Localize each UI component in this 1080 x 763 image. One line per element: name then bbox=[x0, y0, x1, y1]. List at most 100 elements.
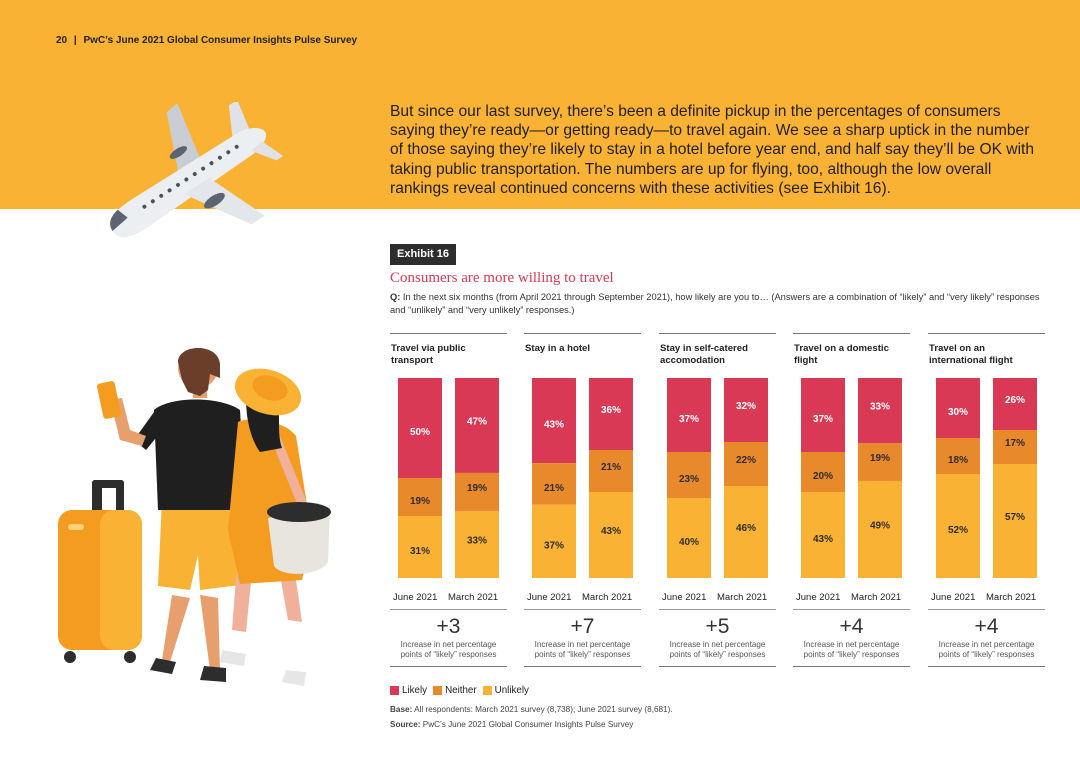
bar-segment-likely bbox=[667, 378, 711, 452]
legend-unlikely-label: Unlikely bbox=[494, 685, 529, 696]
bar-segment-neither bbox=[993, 430, 1037, 464]
net-change-description: Increase in net percentage points of “li… bbox=[400, 640, 497, 659]
data-label-unlikely: 33% bbox=[467, 536, 487, 547]
stacked-bar-chart: 37% 20% 43% 33% 19% 49% bbox=[801, 378, 902, 578]
source-note: Source: PwC’s June 2021 Global Consumer … bbox=[390, 720, 633, 729]
intro-paragraph: But since our last survey, there’s been … bbox=[390, 103, 1035, 197]
data-label-likely: 33% bbox=[870, 402, 890, 413]
data-label-unlikely: 49% bbox=[870, 520, 890, 531]
chart-panel: Travel on a domestic flight 37% 20% 43% 33% 1… bbox=[793, 333, 910, 668]
panel-title: Stay in a hotel bbox=[525, 343, 591, 354]
bar-segment-neither bbox=[936, 438, 980, 474]
data-label-unlikely: 52% bbox=[948, 525, 968, 536]
bar-segment-unlikely bbox=[455, 511, 499, 578]
bar-segment-unlikely bbox=[936, 474, 980, 578]
bar-segment-likely bbox=[455, 378, 499, 473]
data-label-neither: 17% bbox=[1005, 438, 1025, 449]
travelers-illustration bbox=[58, 348, 331, 686]
bar-segment-unlikely bbox=[801, 492, 845, 578]
bar-segment-likely bbox=[398, 378, 442, 478]
data-label-neither: 23% bbox=[679, 474, 699, 485]
exhibit-title: Consumers are more willing to travel bbox=[390, 270, 614, 286]
chart-panel: Travel on an international flight 30% 18% 5… bbox=[928, 333, 1045, 668]
legend-unlikely: Unlikely bbox=[482, 685, 529, 696]
chart-legend: Likely Neither Unlikely bbox=[390, 685, 529, 696]
panel-title: Travel on a domestic flight bbox=[794, 343, 889, 366]
legend-neither-swatch bbox=[433, 686, 443, 695]
panel-bottom-rule bbox=[524, 666, 641, 667]
panel-title: Travel on an international flight bbox=[929, 343, 1013, 366]
data-label-unlikely: 57% bbox=[1005, 512, 1025, 523]
data-label-neither: 19% bbox=[467, 483, 487, 494]
bar-segment-neither bbox=[801, 452, 845, 492]
legend-likely: Likely bbox=[390, 685, 427, 696]
legend-likely-label: Likely bbox=[402, 685, 428, 696]
legend-neither-label: Neither bbox=[445, 685, 477, 696]
page-number: 20 bbox=[56, 35, 68, 46]
legend-likely-swatch bbox=[390, 686, 399, 695]
panel-top-rule bbox=[793, 333, 910, 334]
bar-segment-unlikely bbox=[858, 480, 902, 578]
x-tick-label: March 2021 bbox=[448, 592, 499, 603]
data-label-neither: 19% bbox=[410, 496, 430, 507]
panel-top-rule bbox=[390, 333, 507, 334]
bar-segment-unlikely bbox=[398, 516, 442, 578]
data-label-neither: 19% bbox=[870, 453, 890, 464]
exhibit-tag: Exhibit 16 bbox=[390, 244, 456, 265]
panel-bottom-rule bbox=[659, 666, 776, 667]
data-label-likely: 37% bbox=[813, 414, 833, 425]
net-change-description: Increase in net percentage points of “li… bbox=[534, 640, 631, 659]
panel-bottom-rule bbox=[928, 666, 1045, 667]
panel-title: Travel via public transport bbox=[391, 343, 466, 366]
header-separator: | bbox=[73, 35, 77, 46]
x-tick-label: March 2021 bbox=[582, 592, 633, 603]
net-change-value: +4 bbox=[974, 615, 999, 638]
bar-segment-likely bbox=[801, 378, 845, 452]
net-change-value: +7 bbox=[570, 615, 595, 638]
data-label-unlikely: 37% bbox=[544, 540, 564, 551]
panel-mid-rule bbox=[659, 609, 776, 610]
x-tick-label: March 2021 bbox=[717, 592, 768, 603]
data-label-neither: 21% bbox=[544, 483, 564, 494]
net-change-value: +5 bbox=[705, 615, 730, 638]
source-text: PwC’s June 2021 Global Consumer Insights… bbox=[420, 720, 634, 729]
airplane-illustration bbox=[110, 102, 284, 238]
bar-segment-likely bbox=[858, 378, 902, 444]
chart-panel: Stay in self-catered accomodation 37% 23% 4… bbox=[659, 333, 776, 668]
base-note: Base: All respondents: March 2021 survey… bbox=[390, 705, 673, 714]
data-label-likely: 26% bbox=[1005, 395, 1025, 406]
bar-segment-likely bbox=[936, 378, 980, 438]
stacked-bar-chart: 43% 21% 37% 36% 21% 43% bbox=[532, 378, 633, 578]
data-label-likely: 43% bbox=[544, 420, 564, 431]
x-tick-label: June 2021 bbox=[393, 592, 438, 603]
stacked-bar-chart: 30% 18% 52% 26% 17% 57% bbox=[936, 378, 1037, 578]
bar-segment-unlikely bbox=[589, 492, 633, 578]
bar-segment-unlikely bbox=[667, 498, 711, 578]
panel-top-rule bbox=[659, 333, 776, 334]
base-label: Base: bbox=[390, 705, 413, 714]
data-label-likely: 32% bbox=[736, 401, 756, 412]
bar-segment-neither bbox=[398, 478, 442, 516]
data-label-likely: 36% bbox=[601, 405, 621, 416]
panel-top-rule bbox=[524, 333, 641, 334]
base-text: All respondents: March 2021 survey (8,73… bbox=[412, 705, 673, 714]
panel-title: Stay in self-catered accomodation bbox=[660, 343, 748, 366]
x-tick-label: June 2021 bbox=[662, 592, 707, 603]
panel-mid-rule bbox=[928, 609, 1045, 610]
bar-segment-unlikely bbox=[724, 486, 768, 578]
panel-top-rule bbox=[928, 333, 1045, 334]
x-tick-label: June 2021 bbox=[931, 592, 976, 603]
bar-segment-likely bbox=[589, 378, 633, 450]
data-label-unlikely: 40% bbox=[679, 537, 699, 548]
data-label-unlikely: 43% bbox=[813, 534, 833, 545]
net-change-value: +4 bbox=[839, 615, 864, 638]
source-label: Source: bbox=[390, 720, 421, 729]
survey-question: Q: In the next six months (from April 20… bbox=[390, 291, 1040, 316]
publication-title: PwC’s June 2021 Global Consumer Insights… bbox=[83, 35, 358, 46]
chart-panel: Stay in a hotel 43% 21% 37% 36% 21% 43% June 20… bbox=[524, 333, 641, 668]
question-label: Q: bbox=[390, 292, 401, 302]
bar-segment-likely bbox=[993, 378, 1037, 430]
bar-segment-neither bbox=[724, 442, 768, 486]
panel-mid-rule bbox=[524, 609, 641, 610]
stacked-bar-chart: 50% 19% 31% 47% 19% 33% bbox=[398, 378, 499, 578]
